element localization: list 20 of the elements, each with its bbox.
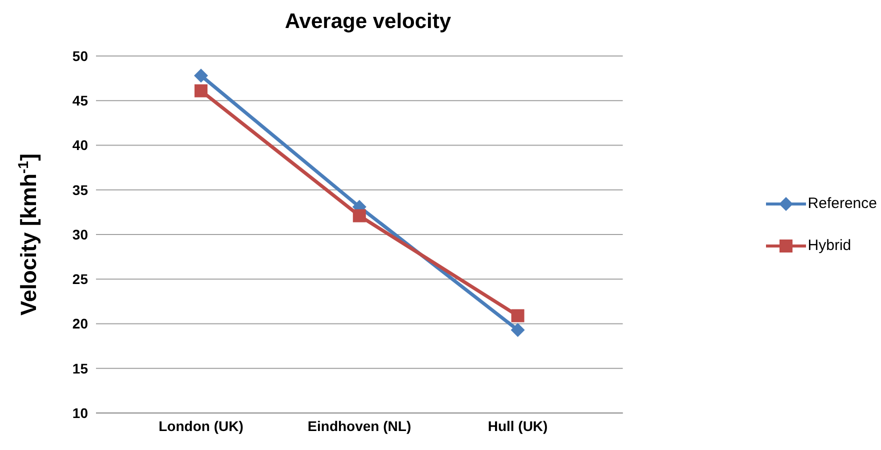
y-tick-label: 30	[72, 226, 88, 242]
point	[194, 84, 208, 98]
point	[511, 309, 524, 322]
y-tick-label: 50	[72, 48, 88, 64]
legend-label: Reference	[808, 194, 877, 214]
y-tick-label: 35	[72, 182, 88, 198]
y-tick-label: 40	[72, 137, 88, 154]
y-tick-label: 45	[72, 92, 88, 109]
legend-label: Hybrid	[808, 236, 852, 256]
x-tick-label: Hull (UK)	[488, 418, 548, 434]
x-tick-label: London (UK)	[158, 418, 244, 434]
y-tick-label: 15	[72, 360, 88, 376]
point	[510, 323, 525, 337]
y-tick-label: 25	[72, 271, 88, 288]
point	[194, 68, 208, 83]
x-tick-label: Eindhoven (NL)	[308, 418, 412, 434]
y-tick-label: 10	[72, 404, 88, 421]
point	[352, 209, 366, 222]
chart-title: Average velocity	[284, 10, 452, 34]
y-tick-label: 20	[72, 316, 88, 332]
